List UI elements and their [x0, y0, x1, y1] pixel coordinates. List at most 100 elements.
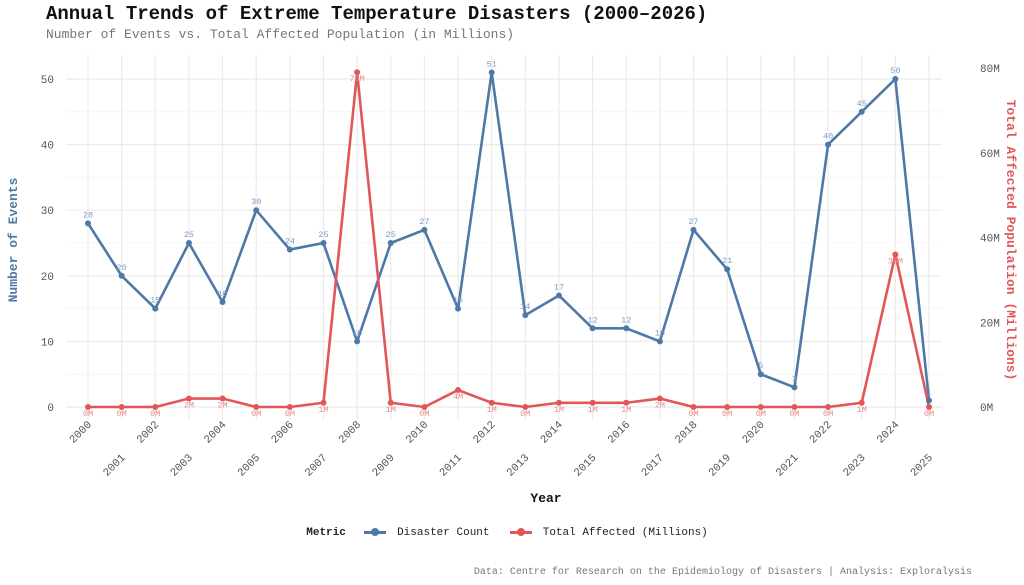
- data-point: [690, 404, 697, 410]
- data-label: 0M: [924, 409, 934, 419]
- data-point: [522, 404, 529, 410]
- data-label: 27: [688, 217, 698, 227]
- data-label: 25: [184, 230, 194, 240]
- data-point: [892, 251, 899, 258]
- x-tick-label: 2012: [471, 419, 498, 446]
- y-tick-label: 50: [41, 75, 54, 87]
- data-label: 0M: [722, 409, 732, 419]
- data-label: 1M: [318, 405, 328, 415]
- data-label: 1M: [621, 405, 631, 415]
- data-point: [825, 141, 832, 148]
- data-label: 0M: [823, 409, 833, 419]
- x-tick-label: 2004: [202, 419, 229, 446]
- data-point: [387, 399, 394, 406]
- data-label: 17: [554, 282, 564, 292]
- data-point: [724, 266, 731, 273]
- data-point: [690, 226, 697, 233]
- x-tick-label: 2020: [740, 419, 767, 446]
- data-point: [118, 404, 125, 410]
- data-point: [656, 395, 663, 402]
- y-tick-label: 40: [41, 141, 54, 153]
- y2-axis-title: Total Affected Population (Millions): [1003, 100, 1018, 381]
- data-point: [320, 399, 327, 406]
- data-point: [253, 207, 260, 214]
- data-point: [85, 220, 91, 227]
- y2-tick-label: 20M: [980, 318, 1000, 330]
- x-tick-label: 2006: [270, 419, 297, 446]
- data-point: [757, 404, 764, 410]
- data-label: 0M: [419, 409, 429, 419]
- data-point: [354, 338, 361, 345]
- data-point: [152, 404, 159, 410]
- x-tick-label: 2024: [875, 419, 902, 446]
- data-label: 0M: [789, 409, 799, 419]
- data-label: 10: [352, 328, 362, 338]
- series-line-total-affected: [88, 70, 931, 409]
- x-tick-label: 2025: [909, 452, 936, 479]
- data-point: [656, 338, 663, 345]
- data-label: 12: [621, 315, 631, 325]
- x-tick-label: 2005: [236, 452, 263, 479]
- data-point: [555, 399, 562, 406]
- data-label: 25: [318, 230, 328, 240]
- data-label: 51: [487, 59, 497, 69]
- x-tick-label: 2023: [841, 452, 868, 479]
- data-point: [286, 404, 293, 410]
- x-tick-label: 2016: [606, 419, 633, 446]
- data-label: 79M: [349, 74, 364, 84]
- x-tick-label: 2011: [438, 452, 465, 479]
- data-point: [589, 399, 596, 406]
- data-label: 1: [926, 387, 931, 397]
- y-tick-label: 20: [41, 272, 54, 284]
- data-point: [488, 69, 495, 76]
- chart-title: Annual Trends of Extreme Temperature Dis…: [46, 3, 708, 25]
- data-point: [623, 325, 630, 332]
- data-label: 27: [419, 217, 429, 227]
- data-label: 0M: [756, 409, 766, 419]
- x-tick-label: 2014: [539, 419, 566, 446]
- data-point: [387, 240, 394, 246]
- x-tick-label: 2021: [774, 452, 801, 479]
- y-tick-label: 10: [41, 337, 54, 349]
- data-label: 24: [285, 237, 295, 247]
- data-point: [757, 371, 764, 378]
- data-label: 30: [251, 197, 261, 207]
- data-label: 2M: [655, 401, 665, 411]
- data-point: [555, 292, 562, 299]
- y2-tick-label: 80M: [980, 64, 1000, 76]
- y2-tick-label: 0M: [980, 403, 993, 415]
- data-point: [185, 240, 192, 246]
- data-label: 21: [722, 256, 732, 266]
- data-point: [455, 387, 462, 394]
- x-tick-label: 2009: [370, 452, 397, 479]
- data-label: 14: [520, 302, 530, 312]
- data-label: 0M: [251, 409, 261, 419]
- data-point: [892, 76, 899, 82]
- data-point: [488, 399, 495, 406]
- data-point: [926, 397, 932, 404]
- x-tick-label: 2013: [505, 452, 532, 479]
- legend-key-disaster-count: [364, 526, 387, 538]
- data-point: [118, 272, 125, 279]
- y-axis-title: Number of Events: [6, 177, 21, 302]
- data-point: [926, 404, 932, 410]
- data-point: [354, 69, 361, 76]
- y-tick-label: 30: [41, 206, 54, 218]
- x-tick-label: 2018: [673, 419, 700, 446]
- data-point: [421, 226, 428, 233]
- data-label: 50: [890, 66, 900, 76]
- x-tick-label: 2007: [303, 452, 330, 479]
- data-point: [320, 240, 327, 246]
- caption: Data: Centre for Research on the Epidemi…: [473, 567, 972, 578]
- data-label: 12: [587, 315, 597, 325]
- data-label: 2M: [217, 401, 227, 411]
- series-line-disaster-count: [86, 71, 931, 401]
- x-tick-label: 2000: [68, 419, 95, 446]
- x-tick-label: 2022: [808, 419, 835, 446]
- data-label: 0M: [117, 409, 127, 419]
- x-tick-label: 2010: [404, 419, 431, 446]
- data-label: 4M: [453, 392, 463, 402]
- data-point: [858, 108, 865, 115]
- data-point: [85, 404, 91, 410]
